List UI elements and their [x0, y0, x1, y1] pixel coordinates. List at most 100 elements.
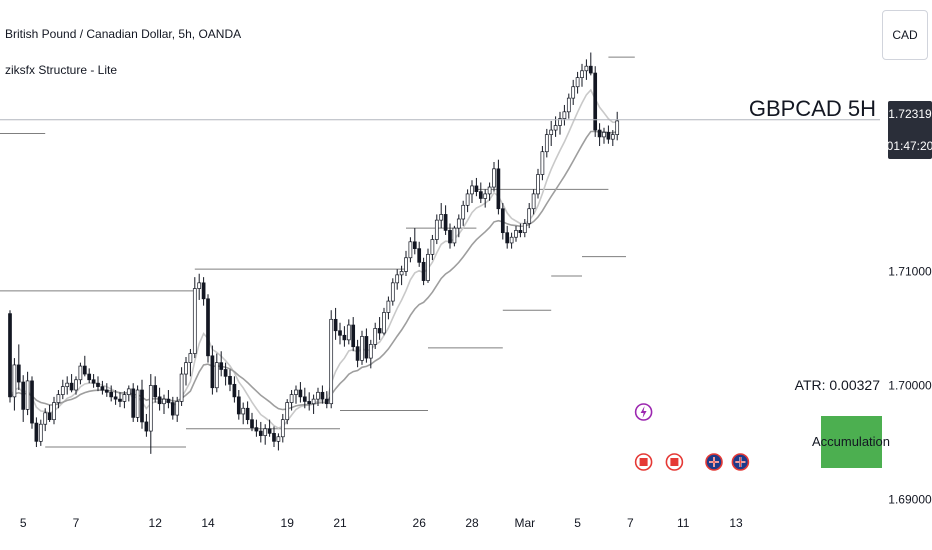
candle-body	[514, 230, 518, 238]
x-tick-label: 11	[677, 516, 690, 530]
ma-slow-line	[9, 130, 618, 411]
candle-body	[417, 248, 422, 263]
candle-body	[412, 241, 417, 249]
candle-body	[390, 282, 395, 302]
candle-body	[228, 375, 232, 385]
candle-body	[307, 401, 312, 405]
candle-body	[192, 288, 197, 354]
candle-body	[311, 398, 316, 405]
candle-body	[566, 97, 571, 113]
x-tick-label: 21	[333, 516, 347, 530]
candle-body	[140, 389, 144, 423]
candle-body	[91, 379, 96, 384]
candle-body	[60, 386, 65, 395]
candle-body	[448, 230, 452, 244]
event-markers[interactable]	[634, 403, 750, 471]
candle-body	[509, 236, 514, 244]
candle-body	[219, 362, 224, 370]
candle-body	[100, 386, 105, 391]
candle-body	[236, 396, 241, 415]
indicator-name[interactable]: ziksfx Structure - Lite	[5, 63, 118, 77]
candle-body	[320, 391, 325, 400]
x-tick-label: 19	[281, 516, 295, 530]
candle-body	[289, 394, 294, 403]
candle-body	[82, 365, 87, 375]
candle-body	[8, 313, 12, 398]
moving-averages	[9, 88, 618, 429]
candle-body	[232, 383, 237, 398]
candle-body	[21, 381, 26, 410]
candle-body	[113, 396, 118, 400]
candle-body	[452, 227, 457, 244]
candle-body	[575, 77, 580, 88]
candle-body	[166, 398, 171, 403]
candle-body	[399, 271, 404, 276]
price-axis[interactable]: 1.71000 1.70000 1.69000	[888, 264, 932, 506]
candle-body	[210, 355, 215, 389]
candle-body	[280, 419, 285, 438]
candle-body	[175, 401, 180, 416]
candle-body	[584, 65, 589, 72]
candle-body	[144, 421, 149, 432]
candle-body	[505, 232, 510, 244]
price-badge: 1.72319 01:47:20	[887, 101, 932, 159]
lightning-bolt	[640, 406, 647, 418]
candle-body	[470, 185, 474, 195]
candle-body	[38, 423, 43, 442]
candle-body	[87, 373, 92, 381]
candle-body	[188, 353, 193, 364]
candle-body	[197, 282, 202, 289]
x-tick-label: 7	[73, 516, 80, 530]
candle-body	[487, 186, 492, 195]
candle-body	[386, 300, 391, 313]
candle-body	[421, 261, 426, 281]
candle-body	[206, 298, 210, 357]
candle-body	[276, 436, 281, 442]
candle-body	[47, 412, 52, 421]
candle-body	[56, 394, 61, 403]
candle-body	[170, 402, 175, 416]
candle-body	[536, 174, 540, 195]
x-tick-label: 5	[574, 516, 581, 530]
price-badge-value: 1.72319	[888, 107, 932, 121]
candle-body	[492, 168, 496, 188]
candle-body	[135, 389, 140, 418]
candle-body	[258, 430, 263, 436]
candle-body	[316, 391, 320, 400]
candle-body	[333, 318, 338, 332]
x-tick-label: 5	[20, 516, 27, 530]
candle-body	[500, 208, 505, 234]
candle-body	[157, 396, 162, 405]
candle-body	[364, 336, 369, 359]
candle-body	[443, 214, 448, 231]
candle-body	[580, 70, 584, 78]
candle-body	[30, 380, 34, 424]
x-tick-label: Mar	[514, 516, 535, 530]
candle-body	[602, 131, 606, 138]
candle-body	[184, 362, 188, 375]
candle-body	[272, 432, 276, 442]
candle-body	[360, 336, 364, 361]
currency-button[interactable]: CAD	[882, 10, 928, 60]
candle-body	[254, 427, 259, 432]
y-tick-label: 1.69000	[888, 492, 932, 506]
candle-body	[483, 193, 488, 199]
accumulation-label: Accumulation	[812, 434, 890, 449]
candle-body	[104, 389, 109, 393]
chart-title: British Pound / Canadian Dollar, 5h, OAN…	[5, 27, 242, 41]
price-badge-countdown: 01:47:20	[887, 139, 932, 153]
y-tick-label: 1.70000	[888, 378, 932, 392]
candle-body	[346, 324, 351, 341]
structure-lines	[0, 56, 635, 448]
candle-body	[96, 382, 100, 387]
candle-body	[522, 223, 527, 234]
ma-fast-line	[9, 88, 618, 429]
candle-body	[78, 365, 83, 381]
candle-body	[162, 398, 166, 405]
time-axis[interactable]: 5 7 12 14 19 21 26 28 Mar 5 7 11 13	[20, 516, 743, 530]
candle-body	[373, 328, 378, 345]
candle-body	[597, 129, 602, 138]
candle-body	[43, 412, 48, 425]
candle-body	[109, 391, 114, 398]
